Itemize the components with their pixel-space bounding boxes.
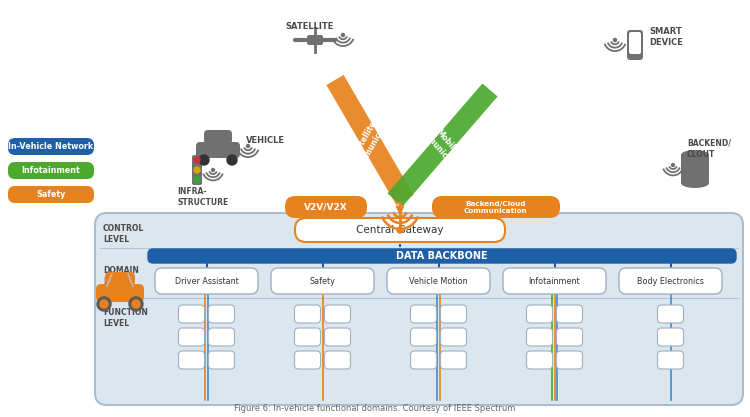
Circle shape [247,144,250,148]
FancyBboxPatch shape [209,328,235,346]
Ellipse shape [681,164,709,174]
FancyBboxPatch shape [526,328,553,346]
Ellipse shape [681,150,709,160]
Circle shape [194,157,200,163]
Text: SATELLITE: SATELLITE [285,22,333,31]
Text: SMART
DEVICE: SMART DEVICE [649,27,682,47]
Text: Backend/Cloud
Communication: Backend/Cloud Communication [464,201,528,214]
Circle shape [227,155,237,165]
Circle shape [199,155,209,165]
Circle shape [671,163,674,166]
FancyBboxPatch shape [196,142,240,158]
Circle shape [132,300,140,308]
Text: Safety: Safety [36,190,66,199]
FancyBboxPatch shape [410,351,436,369]
Circle shape [194,167,200,173]
FancyBboxPatch shape [526,305,553,323]
FancyBboxPatch shape [658,305,683,323]
FancyBboxPatch shape [556,351,583,369]
FancyBboxPatch shape [681,169,709,183]
FancyBboxPatch shape [387,268,490,294]
FancyBboxPatch shape [681,155,709,169]
FancyBboxPatch shape [556,305,583,323]
Text: Infotainment: Infotainment [22,166,80,175]
FancyBboxPatch shape [8,138,94,155]
FancyBboxPatch shape [295,218,505,242]
Text: FUNCTION
LEVEL: FUNCTION LEVEL [103,308,148,328]
FancyBboxPatch shape [155,268,258,294]
FancyBboxPatch shape [440,305,466,323]
FancyBboxPatch shape [285,196,367,218]
Circle shape [211,168,214,171]
FancyBboxPatch shape [325,351,350,369]
Circle shape [194,177,200,183]
FancyBboxPatch shape [619,268,722,294]
FancyBboxPatch shape [8,186,94,203]
Text: Safety: Safety [310,276,335,286]
Text: Vehicle Motion: Vehicle Motion [410,276,468,286]
FancyBboxPatch shape [503,268,606,294]
Text: Satellite
Communication: Satellite Communication [345,106,395,174]
Polygon shape [388,83,497,206]
FancyBboxPatch shape [209,351,235,369]
FancyBboxPatch shape [96,284,144,302]
Text: DATA BACKBONE: DATA BACKBONE [396,251,488,261]
FancyBboxPatch shape [295,351,320,369]
FancyBboxPatch shape [432,196,560,218]
FancyBboxPatch shape [629,32,641,54]
FancyBboxPatch shape [410,328,436,346]
FancyBboxPatch shape [627,30,643,60]
Text: In-Vehicle Network: In-Vehicle Network [8,142,94,151]
FancyBboxPatch shape [105,272,135,286]
FancyBboxPatch shape [556,328,583,346]
Circle shape [97,297,111,311]
Text: Body Electronics: Body Electronics [637,276,704,286]
FancyBboxPatch shape [440,351,466,369]
FancyBboxPatch shape [209,305,235,323]
Text: Figure 6: In-vehicle functional domains. Courtesy of IEEE Spectrum: Figure 6: In-vehicle functional domains.… [234,404,516,413]
FancyBboxPatch shape [271,268,374,294]
FancyBboxPatch shape [440,328,466,346]
Text: DOMAIN
LEVEL: DOMAIN LEVEL [103,266,139,286]
Circle shape [614,38,616,42]
FancyBboxPatch shape [204,130,232,144]
Text: CONTROL
LEVEL: CONTROL LEVEL [103,224,144,244]
Circle shape [129,297,143,311]
FancyBboxPatch shape [325,305,350,323]
Ellipse shape [681,178,709,188]
FancyBboxPatch shape [95,213,743,405]
FancyBboxPatch shape [178,305,205,323]
FancyBboxPatch shape [658,328,683,346]
FancyBboxPatch shape [178,328,205,346]
Circle shape [100,300,108,308]
FancyBboxPatch shape [295,305,320,323]
FancyBboxPatch shape [295,328,320,346]
FancyBboxPatch shape [192,155,202,185]
FancyBboxPatch shape [526,351,553,369]
Text: Driver Assistant: Driver Assistant [175,276,238,286]
Circle shape [397,227,403,233]
Text: BACKEND/
CLOUT: BACKEND/ CLOUT [687,139,731,159]
FancyBboxPatch shape [410,305,436,323]
FancyBboxPatch shape [148,249,736,263]
Circle shape [341,33,344,37]
FancyBboxPatch shape [178,351,205,369]
Polygon shape [326,75,414,205]
FancyBboxPatch shape [658,351,683,369]
Text: V2V/V2X: V2V/V2X [304,203,348,211]
Text: Mobile
Communication: Mobile Communication [413,113,472,177]
FancyBboxPatch shape [307,35,323,45]
Text: Infotainment: Infotainment [529,276,580,286]
Text: Central Gateway: Central Gateway [356,225,444,235]
Text: VEHICLE: VEHICLE [246,136,285,145]
FancyBboxPatch shape [8,162,94,179]
FancyBboxPatch shape [325,328,350,346]
Text: INFRA-
STRUCTURE: INFRA- STRUCTURE [177,187,228,207]
